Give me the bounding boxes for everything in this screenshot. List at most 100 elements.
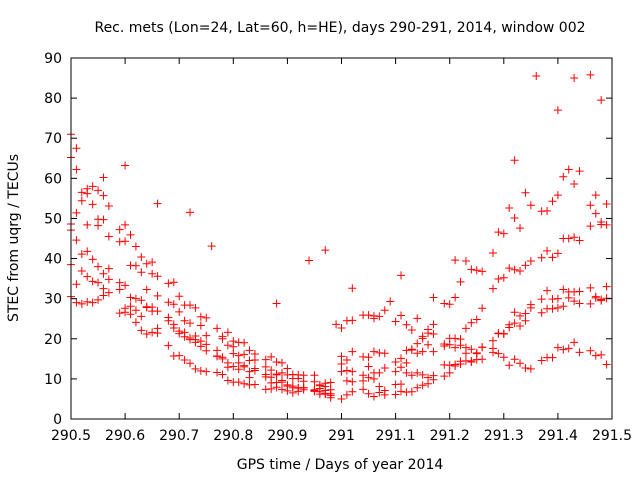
data-point: [196, 366, 205, 375]
data-point: [88, 277, 97, 286]
data-point: [115, 225, 124, 234]
data-point: [597, 350, 606, 359]
data-point: [359, 385, 368, 394]
data-point: [288, 382, 297, 391]
data-point: [104, 275, 113, 284]
data-point: [553, 343, 562, 352]
data-point: [591, 191, 600, 200]
data-point: [418, 370, 427, 379]
data-point: [131, 306, 140, 315]
data-point: [283, 364, 292, 373]
data-point: [570, 338, 579, 347]
x-tick-label: 290.8: [213, 428, 253, 444]
data-point: [451, 343, 460, 352]
data-point: [424, 373, 433, 382]
data-point: [505, 264, 514, 273]
data-point: [413, 383, 422, 392]
data-point: [83, 247, 92, 256]
data-point: [499, 329, 508, 338]
data-point: [521, 309, 530, 318]
data-point: [240, 379, 249, 388]
data-point: [94, 262, 103, 271]
y-tick-label: 10: [44, 372, 62, 388]
data-point: [548, 353, 557, 362]
data-point: [586, 346, 595, 355]
data-point: [202, 331, 211, 340]
data-point: [202, 313, 211, 322]
data-point: [72, 208, 81, 217]
data-point: [196, 312, 205, 321]
data-point: [348, 316, 357, 325]
data-point: [196, 337, 205, 346]
data-point: [380, 306, 389, 315]
data-point: [180, 316, 189, 325]
data-point: [570, 297, 579, 306]
data-point: [516, 321, 525, 330]
data-point: [104, 202, 113, 211]
data-point: [175, 351, 184, 360]
data-point: [445, 340, 454, 349]
data-point: [505, 361, 514, 370]
data-point: [83, 272, 92, 281]
data-point: [104, 232, 113, 241]
data-point: [467, 345, 476, 354]
data-point: [131, 294, 140, 303]
data-point: [559, 172, 568, 181]
data-point: [494, 275, 503, 284]
data-point: [543, 206, 552, 215]
chart-title: Rec. mets (Lon=24, Lat=60, h=HE), days 2…: [94, 20, 585, 36]
data-point: [310, 386, 319, 395]
data-point: [99, 284, 108, 293]
data-point: [510, 214, 519, 223]
data-point: [429, 320, 438, 329]
data-point: [218, 354, 227, 363]
data-point: [543, 286, 552, 295]
data-point: [213, 368, 222, 377]
data-point: [586, 70, 595, 79]
data-point: [413, 349, 422, 358]
data-point: [131, 242, 140, 251]
data-point: [94, 215, 103, 224]
data-point: [267, 352, 276, 361]
data-point: [202, 367, 211, 376]
data-point: [570, 179, 579, 188]
data-point: [488, 348, 497, 357]
data-point: [326, 393, 335, 402]
y-tick-label: 0: [53, 412, 62, 428]
data-point: [240, 361, 249, 370]
data-point: [148, 303, 157, 312]
data-point: [467, 318, 476, 327]
data-point: [602, 282, 611, 291]
data-point: [121, 220, 130, 229]
data-point: [488, 284, 497, 293]
data-point: [472, 266, 481, 275]
data-point: [207, 242, 216, 251]
data-point: [516, 266, 525, 275]
data-point: [148, 258, 157, 267]
data-point: [321, 389, 330, 398]
data-point: [250, 350, 259, 359]
data-point: [202, 346, 211, 355]
data-point: [575, 167, 584, 176]
data-point: [267, 366, 276, 375]
x-tick-label: 291.4: [538, 428, 578, 444]
data-point: [364, 353, 373, 362]
data-point: [478, 343, 487, 352]
data-point: [277, 368, 286, 377]
data-point: [391, 358, 400, 367]
data-point: [245, 346, 254, 355]
data-point: [586, 299, 595, 308]
data-point: [261, 355, 270, 364]
data-point: [77, 266, 86, 275]
data-point: [380, 364, 389, 373]
data-point: [478, 355, 487, 364]
data-point: [478, 267, 487, 276]
data-point: [494, 349, 503, 358]
data-point: [526, 364, 535, 373]
data-point: [342, 376, 351, 385]
data-point: [602, 220, 611, 229]
data-point: [451, 334, 460, 343]
data-point: [213, 324, 222, 333]
data-point: [337, 360, 346, 369]
data-point: [499, 273, 508, 282]
